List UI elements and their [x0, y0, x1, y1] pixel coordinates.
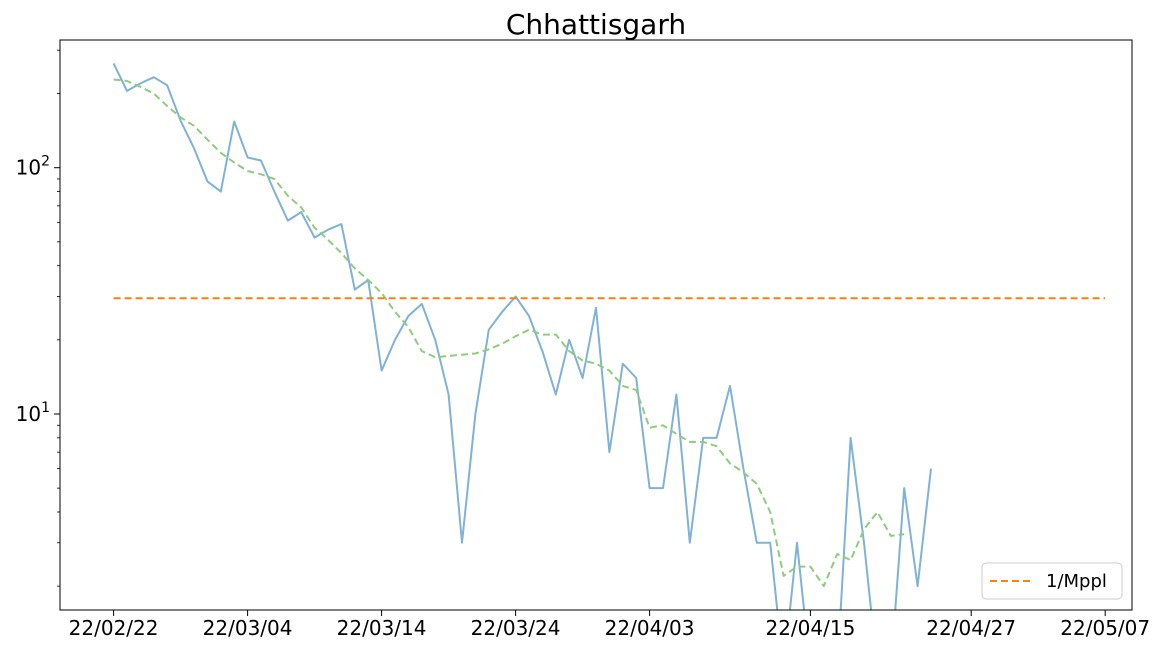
x-tick-label: 22/05/07: [1060, 616, 1150, 640]
x-tick-label: 22/03/14: [337, 616, 427, 640]
series-line-moving-average: [113, 78, 905, 588]
legend: 1/Mppl: [981, 562, 1123, 600]
axes-layer: 22/02/22 22/03/04 22/03/14 22/03/24 22/04/03…: [16, 49, 1150, 640]
y-tick-label: 102: [16, 154, 50, 180]
x-tick-label: 22/02/22: [69, 616, 159, 640]
x-tick-label: 22/04/27: [926, 616, 1016, 640]
legend-label-threshold: 1/Mppl: [1046, 571, 1107, 592]
legend-box: [981, 562, 1123, 600]
x-tick-label: 22/03/04: [203, 616, 293, 640]
chart-title: Chhattisgarh: [506, 8, 686, 41]
x-tick-label: 22/03/24: [471, 616, 561, 640]
series-layer: [112, 63, 1106, 610]
x-tick-label: 22/04/03: [605, 616, 695, 640]
plot-frame: [59, 39, 1133, 611]
plot-background: [60, 40, 1132, 610]
x-tick-label: 22/04/15: [765, 616, 855, 640]
y-tick-label: 101: [16, 400, 50, 426]
series-line-daily: [112, 63, 932, 610]
